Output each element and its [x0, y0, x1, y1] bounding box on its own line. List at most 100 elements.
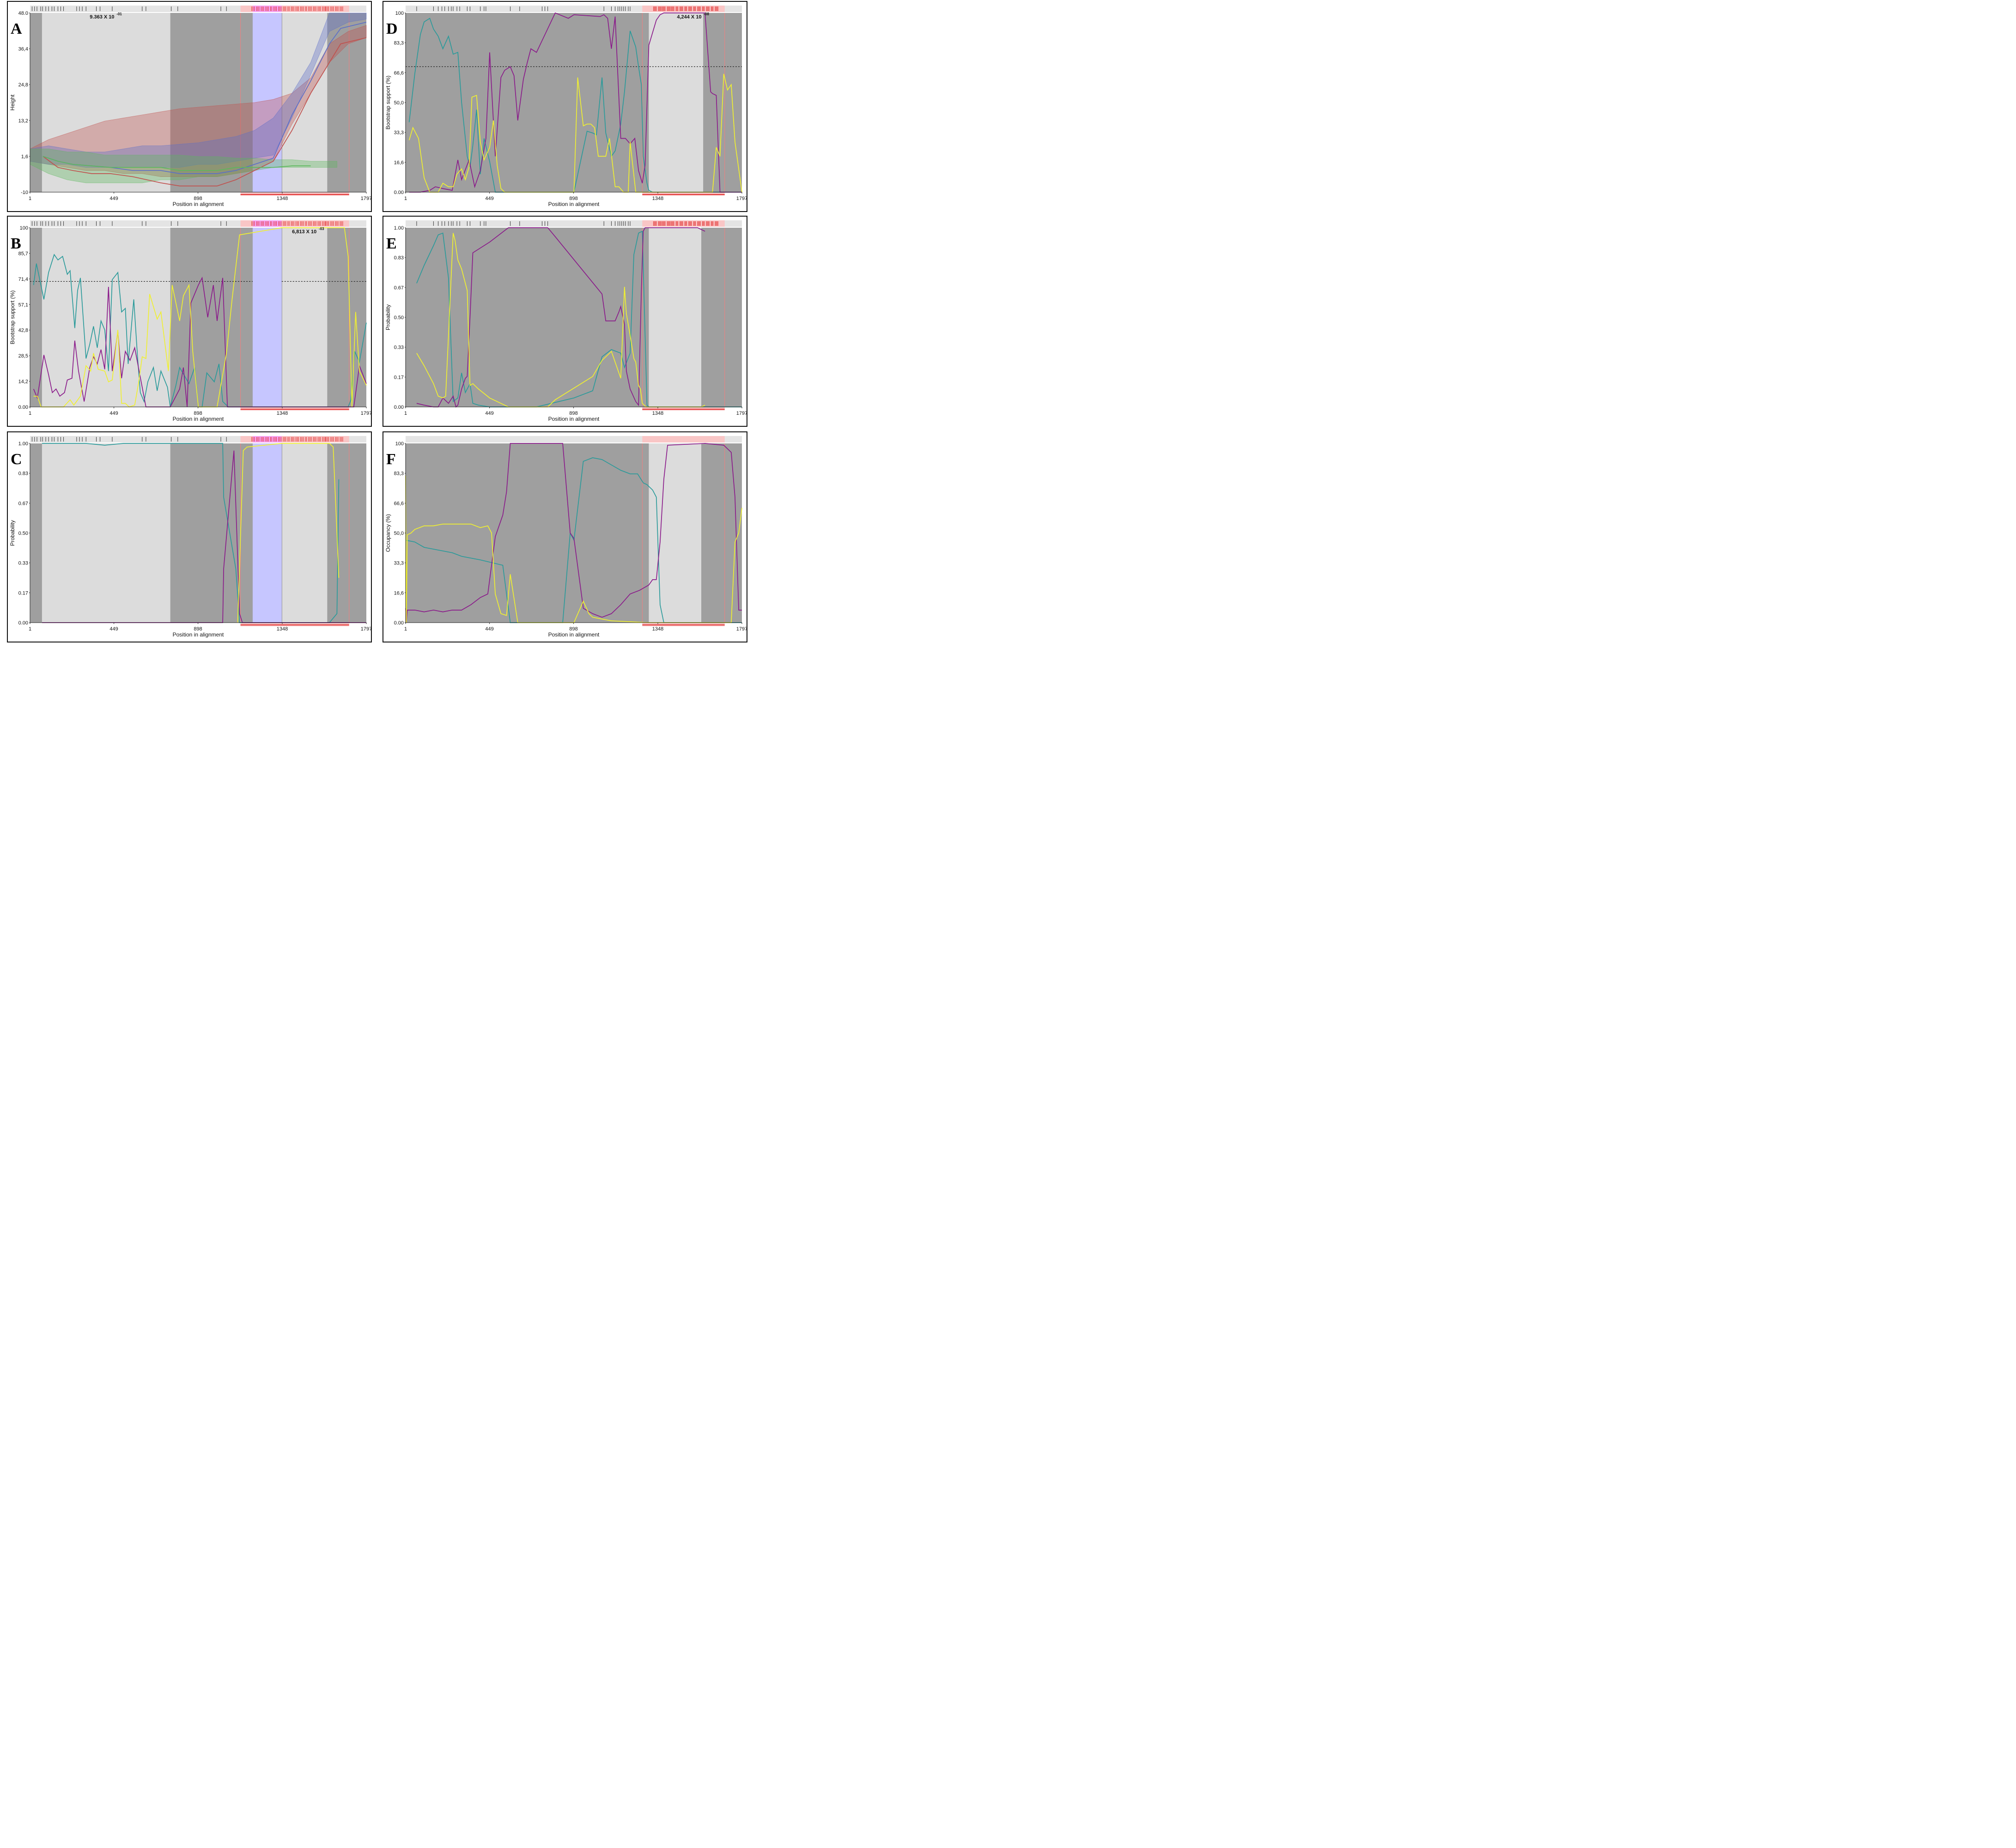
shade-region [282, 228, 328, 407]
panel-e-chart: 1.00 0.83 0.67 0.50 0.33 0.17 0.001 449 898 1348 1… [385, 220, 747, 422]
panel-d: D 100 83,3 66,6 50,0 33,3 16,6 0.00 1 449 898 1348… [383, 1, 747, 212]
panel-letter: C [11, 451, 22, 468]
breakpoint-band [252, 228, 282, 407]
x-tick-label: 1 [29, 196, 31, 201]
y-tick-label: 100 [20, 225, 28, 231]
x-tick-label: 898 [194, 626, 202, 632]
y-tick-label: 0.50 [394, 315, 404, 321]
panel-f: F 100 83,3 66,6 50,0 33,3 16,6 0.00 1 449 898 1348… [383, 431, 747, 642]
x-tick-label: 449 [485, 196, 493, 201]
x-axis-label: Position in alignment [548, 416, 600, 422]
shade-region [282, 13, 328, 192]
panel-c: C 1.00 0.83 0.67 0.50 0.33 0.17 0.00 1 449 898 134… [7, 431, 372, 642]
series-line [33, 276, 367, 407]
y-tick-label: 1.00 [394, 225, 404, 231]
x-tick-label: 1797 [736, 626, 747, 632]
y-tick-label: 50,0 [394, 531, 404, 536]
series-line [405, 443, 742, 623]
y-tick-label: 33,3 [394, 561, 404, 566]
p-value-annotation: 6,813 X 10 [292, 229, 316, 235]
x-tick-label: 449 [109, 196, 118, 201]
x-tick-label: 1797 [736, 411, 747, 416]
y-tick-label: 0.33 [18, 561, 28, 566]
x-tick-label: 449 [485, 626, 493, 632]
series-line [405, 457, 742, 623]
x-tick-label: 898 [194, 411, 202, 416]
panel-letter: F [386, 451, 396, 468]
x-tick-label: 1348 [652, 626, 663, 632]
shade-region [327, 228, 366, 407]
series-line [416, 227, 705, 408]
y-tick-label: 0.17 [18, 590, 28, 596]
y-tick-label: 0.83 [18, 471, 28, 477]
series-line [33, 227, 367, 407]
confidence-band [30, 148, 337, 183]
x-tick-label: 1 [404, 626, 407, 632]
panel-a-chart: 48.0 36,4 24,8 13,2 1,6 -101 449 898 1348 1797 Pos… [9, 6, 371, 207]
x-tick-label: 1 [404, 411, 407, 416]
x-tick-label: 1797 [361, 196, 371, 201]
y-axis-label: Bootstrap support (%) [385, 76, 391, 130]
series-line [237, 443, 340, 623]
x-tick-label: 1797 [361, 626, 371, 632]
x-tick-label: 449 [109, 411, 118, 416]
x-tick-label: 898 [569, 411, 577, 416]
panel-letter: E [386, 235, 397, 252]
x-tick-label: 1797 [736, 196, 747, 201]
x-tick-label: 449 [485, 411, 493, 416]
shade-region [649, 228, 702, 407]
x-tick-label: 1 [404, 196, 407, 201]
x-axis-label: Position in alignment [548, 201, 600, 207]
y-axis-label: Probability [385, 304, 391, 330]
x-tick-label: 898 [194, 196, 202, 201]
y-tick-label: 85,7 [18, 251, 28, 256]
y-tick-label: 0.00 [394, 405, 404, 410]
y-tick-label: 66,6 [394, 70, 404, 76]
p-value-annotation: 9.363 X 10 [90, 14, 114, 20]
shade-region [42, 228, 170, 407]
p-value-exponent: -08 [704, 12, 709, 16]
y-tick-label: 57,1 [18, 302, 28, 308]
series-line [33, 254, 367, 407]
x-tick-label: 1348 [652, 411, 663, 416]
y-tick-label: 1.00 [18, 441, 28, 447]
y-tick-label: 48.0 [18, 11, 28, 16]
x-axis-label: Position in alignment [173, 201, 224, 207]
p-value-exponent: -01 [116, 12, 122, 16]
panel-e: E 1.00 0.83 0.67 0.50 0.33 0.17 0.00 1 449 898 134… [383, 216, 747, 427]
breakpoint-band [252, 443, 282, 623]
x-tick-label: 1348 [652, 196, 663, 201]
y-axis-label: Occupancy (%) [385, 514, 391, 552]
y-tick-label: 0.00 [394, 190, 404, 195]
panel-letter: A [11, 20, 22, 37]
y-tick-label: 100 [395, 441, 404, 447]
shade-region [701, 443, 742, 623]
shade-region [406, 228, 649, 407]
x-tick-label: 898 [569, 626, 577, 632]
y-tick-label: 0.67 [394, 285, 404, 291]
shade-region [406, 443, 649, 623]
y-tick-label: 83,3 [394, 41, 404, 46]
x-tick-label: 1348 [277, 626, 288, 632]
p-value-annotation: 4,244 X 10 [677, 14, 701, 20]
x-tick-label: 1348 [277, 196, 288, 201]
y-tick-label: 0.17 [394, 375, 404, 380]
x-tick-label: 1 [29, 411, 31, 416]
y-tick-label: 16,6 [394, 160, 404, 165]
y-tick-label: 50,0 [394, 100, 404, 106]
shade-region [42, 443, 170, 623]
series-line [409, 12, 742, 193]
x-axis-label: Position in alignment [548, 631, 600, 638]
y-tick-label: 0.33 [394, 345, 404, 351]
y-tick-label: 16,6 [394, 590, 404, 596]
y-tick-label: 14,2 [18, 379, 28, 385]
series-line [43, 156, 311, 171]
x-tick-label: 1348 [277, 411, 288, 416]
shade-region [649, 443, 702, 623]
y-tick-label: 0.00 [18, 620, 28, 626]
y-tick-label: 0.83 [394, 255, 404, 261]
recombinant-region-top [642, 436, 725, 442]
shade-region [282, 443, 328, 623]
y-tick-label: 0.50 [18, 531, 28, 536]
shade-region [701, 228, 742, 407]
